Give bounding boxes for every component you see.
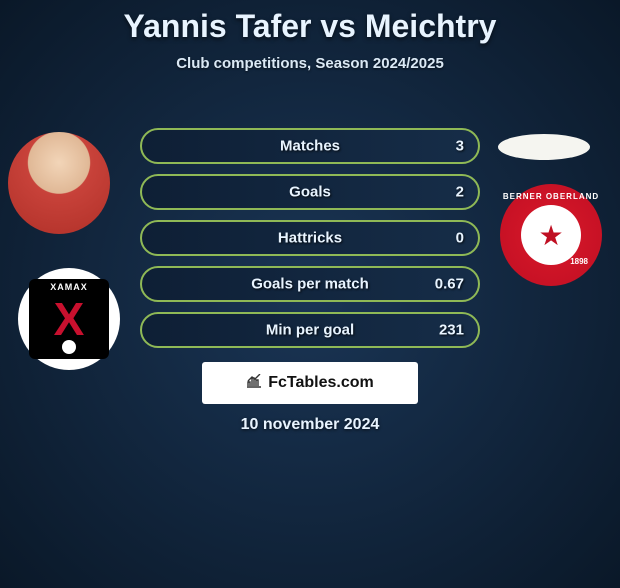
stat-label: Hattricks bbox=[278, 230, 342, 247]
player-right-photo bbox=[498, 134, 590, 160]
club-right-logo: BERNER OBERLAND ★ 1898 bbox=[500, 184, 602, 286]
date-text: 10 november 2024 bbox=[0, 416, 620, 434]
stat-value: 2 bbox=[456, 184, 464, 201]
chart-icon bbox=[246, 374, 262, 392]
stat-row: Goals per match 0.67 bbox=[140, 266, 480, 302]
stat-label: Goals bbox=[289, 184, 331, 201]
brand-text: FcTables.com bbox=[268, 374, 374, 392]
stat-row: Goals 2 bbox=[140, 174, 480, 210]
stat-value: 0 bbox=[456, 230, 464, 247]
stat-value: 231 bbox=[439, 322, 464, 339]
stat-value: 0.67 bbox=[435, 276, 464, 293]
stat-label: Matches bbox=[280, 138, 340, 155]
club-left-logo: XAMAX X bbox=[18, 268, 120, 370]
brand-badge: FcTables.com bbox=[202, 362, 418, 404]
page-title: Yannis Tafer vs Meichtry bbox=[0, 8, 620, 45]
xamax-ball-icon bbox=[62, 340, 76, 354]
stat-row: Min per goal 231 bbox=[140, 312, 480, 348]
thun-star-icon: ★ bbox=[538, 219, 563, 252]
club-left-text: XAMAX bbox=[29, 282, 109, 292]
club-right-arc: BERNER OBERLAND bbox=[500, 192, 602, 201]
player-left-photo bbox=[8, 132, 110, 234]
stat-value: 3 bbox=[456, 138, 464, 155]
stats-list: Matches 3 Goals 2 Hattricks 0 Goals per match 0… bbox=[140, 128, 480, 358]
xamax-x-icon: X bbox=[54, 296, 85, 342]
subtitle: Club competitions, Season 2024/2025 bbox=[0, 55, 620, 72]
stat-row: Hattricks 0 bbox=[140, 220, 480, 256]
club-right-year: 1898 bbox=[570, 257, 588, 266]
stat-label: Goals per match bbox=[251, 276, 369, 293]
stat-row: Matches 3 bbox=[140, 128, 480, 164]
stat-label: Min per goal bbox=[266, 322, 354, 339]
